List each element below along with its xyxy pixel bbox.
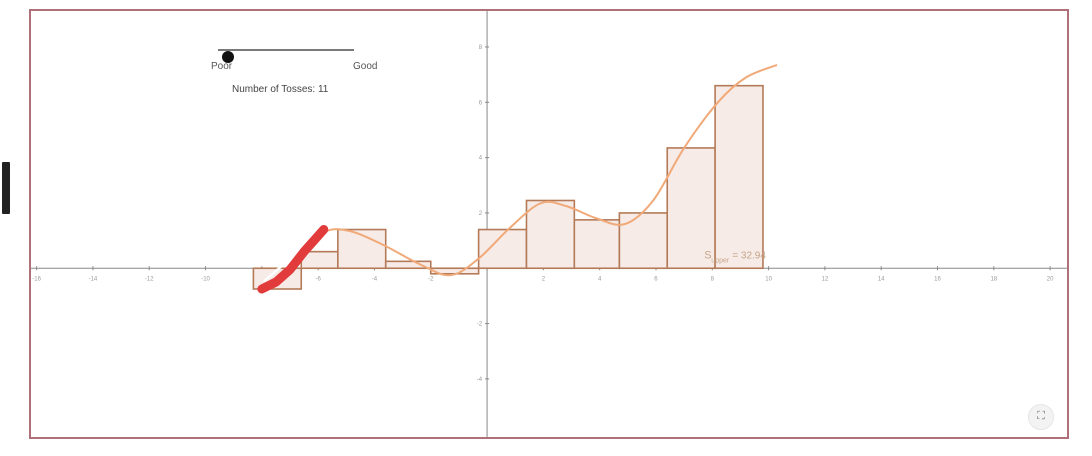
histogram-bar	[384, 260, 432, 270]
histogram-bars	[252, 84, 764, 290]
histogram-bar	[573, 219, 621, 270]
area-label: S upper = 32.94	[704, 250, 766, 265]
area-label-symbol: S	[704, 250, 711, 262]
x-tick-label: 10	[765, 276, 772, 282]
plot-canvas[interactable]: -16-14-12-10-8-6-4-22468101214161820-4-2…	[31, 11, 1067, 437]
histogram-bar	[525, 199, 576, 270]
left-edge-vertical-label-icon	[2, 162, 10, 214]
area-label-value: = 32.94	[732, 251, 766, 262]
pen-highlight	[263, 260, 289, 282]
fullscreen-icon: ⛶	[1037, 410, 1045, 422]
slider-max-label: Good	[353, 61, 378, 72]
y-tick-label: 6	[479, 100, 483, 106]
x-tick-label: -10	[201, 276, 210, 282]
y-tick-label: 8	[479, 45, 483, 51]
pen-stroke	[257, 225, 329, 294]
x-tick-label: 4	[598, 276, 602, 282]
x-tick-label: 14	[878, 276, 885, 282]
y-tick-label: 4	[479, 156, 483, 162]
x-tick-label: 8	[711, 276, 715, 282]
slider-min-label: Poor	[211, 61, 233, 72]
x-tick-label: 12	[822, 276, 829, 282]
x-tick-label: -4	[372, 276, 378, 282]
x-tick-label: 18	[990, 276, 997, 282]
slider-knob[interactable]	[222, 51, 235, 63]
pen-annotation	[257, 225, 329, 294]
tosses-count-text: Number of Tosses: 11	[232, 84, 329, 95]
histogram-bar	[666, 147, 716, 270]
y-tick-label: -4	[477, 377, 483, 383]
x-tick-label: 20	[1047, 276, 1054, 282]
x-tick-label: 6	[654, 276, 658, 282]
fitted-curve	[294, 64, 778, 277]
fitted-curve-line	[294, 64, 778, 277]
x-tick-label: -12	[145, 276, 154, 282]
x-tick-label: -16	[32, 276, 41, 282]
histogram-bar	[714, 84, 764, 270]
slider-track[interactable]	[218, 49, 354, 63]
quality-slider[interactable]: Poor Good	[211, 41, 391, 111]
fullscreen-button[interactable]: ⛶	[1028, 404, 1054, 430]
area-label-subscript: upper	[711, 258, 730, 265]
x-tick-label: -14	[89, 276, 98, 282]
x-tick-label: -6	[315, 276, 321, 282]
x-tick-label: -2	[428, 276, 434, 282]
graphics-view[interactable]: -16-14-12-10-8-6-4-22468101214161820-4-2…	[29, 9, 1069, 439]
histogram-bar	[618, 212, 669, 270]
x-tick-label: 16	[934, 276, 941, 282]
y-tick-label: -2	[477, 322, 483, 328]
y-tick-label: 2	[479, 211, 483, 217]
x-tick-label: 2	[542, 276, 546, 282]
